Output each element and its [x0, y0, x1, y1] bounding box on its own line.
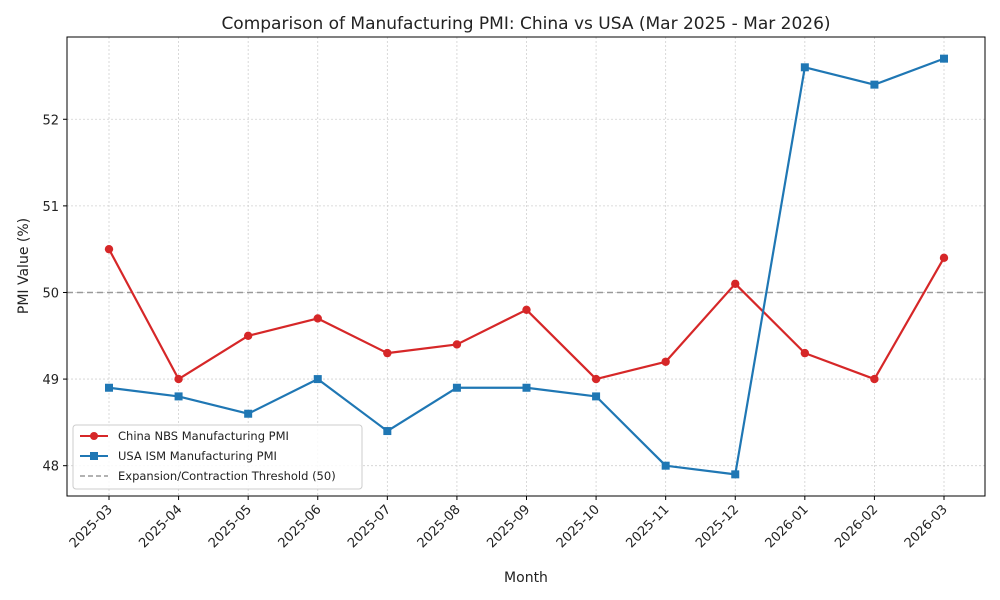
data-point-usa: [800, 63, 809, 72]
data-point-china: [939, 253, 949, 263]
y-tick-label: 51: [42, 200, 59, 215]
series-layer: [104, 54, 949, 479]
data-point-china: [313, 314, 322, 323]
data-point-china: [452, 340, 462, 349]
x-tick-label: 2025-07: [345, 502, 394, 551]
legend-usa-marker: [90, 452, 98, 460]
data-point-china: [383, 348, 392, 358]
y-tick-label: 52: [42, 113, 59, 128]
x-axis-label: Month: [504, 570, 548, 586]
x-tick-label: 2025-08: [415, 502, 464, 551]
data-point-china: [522, 305, 531, 315]
data-point-usa: [592, 392, 601, 401]
legend-threshold-label: Expansion/Contraction Threshold (50): [118, 469, 336, 483]
data-point-china: [174, 374, 183, 384]
x-tick-label: 2026-02: [832, 502, 881, 551]
legend-china-label: China NBS Manufacturing PMI: [118, 429, 289, 443]
data-point-china: [104, 244, 114, 254]
legend-usa-label: USA ISM Manufacturing PMI: [118, 449, 277, 463]
data-point-usa: [731, 470, 740, 479]
x-tick-label: 2025-03: [67, 502, 116, 551]
legend-box: [72, 424, 363, 490]
y-axis-ticks: 48 49 50 51 52: [42, 113, 67, 475]
data-point-china: [591, 374, 601, 384]
x-tick-label: 2025-09: [484, 502, 533, 551]
data-point-usa: [661, 461, 670, 470]
x-tick-label: 2025-10: [554, 502, 603, 551]
data-point-usa: [870, 80, 879, 89]
data-point-usa: [940, 54, 948, 63]
legend: China NBS Manufacturing PMI USA ISM Manu…: [72, 424, 363, 490]
data-point-china: [661, 357, 670, 366]
data-point-usa: [383, 427, 392, 436]
data-point-usa: [105, 383, 113, 392]
y-axis-label: PMI Value (%): [16, 218, 32, 314]
x-tick-label: 2025-11: [623, 502, 672, 551]
x-tick-label: 2025-06: [276, 502, 325, 551]
x-tick-label: 2026-03: [902, 502, 951, 551]
x-tick-label: 2025-04: [136, 502, 185, 551]
y-tick-label: 48: [42, 460, 59, 475]
grid-lines: [67, 37, 985, 496]
data-point-usa: [522, 383, 531, 392]
data-point-usa: [452, 383, 461, 392]
x-tick-label: 2026-01: [763, 502, 812, 551]
data-point-usa: [174, 392, 183, 401]
data-point-china: [870, 374, 879, 384]
data-point-china: [800, 348, 810, 358]
x-axis-ticks: 2025-03 2025-04 2025-05 2025-06 2025-07 2025-…: [67, 496, 951, 551]
x-tick-label: 2025-05: [206, 502, 255, 551]
legend-china-marker: [90, 432, 98, 440]
data-point-usa: [244, 409, 253, 418]
data-point-china: [243, 331, 253, 340]
x-tick-label: 2025-12: [693, 502, 742, 551]
data-point-china: [731, 279, 740, 289]
data-point-usa: [313, 375, 322, 384]
chart-title: Comparison of Manufacturing PMI: China v…: [221, 14, 830, 34]
y-tick-label: 49: [42, 373, 59, 388]
y-tick-label: 50: [42, 286, 59, 301]
